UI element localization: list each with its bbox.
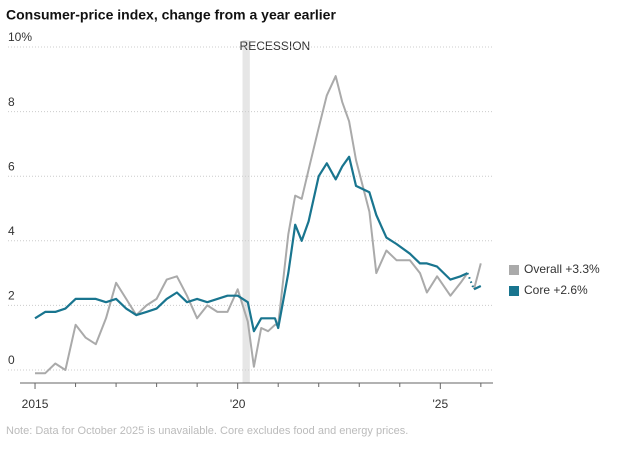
recession-band bbox=[242, 40, 250, 383]
legend-swatch bbox=[509, 265, 519, 275]
x-tick-label: '25 bbox=[432, 397, 448, 411]
series-line bbox=[34, 155, 482, 333]
y-tick-label: 10% bbox=[8, 30, 32, 44]
legend-label: Overall +3.3% bbox=[524, 262, 600, 276]
chart-note: Note: Data for October 2025 is unavailab… bbox=[6, 425, 408, 437]
y-tick-label: 2 bbox=[8, 289, 15, 303]
recession-label: RECESSION bbox=[240, 39, 311, 53]
y-tick-label: 4 bbox=[8, 224, 15, 238]
legend-label: Core +2.6% bbox=[524, 283, 588, 297]
legend-swatch bbox=[509, 286, 519, 296]
y-tick-label: 6 bbox=[8, 159, 15, 173]
chart-title: Consumer-price index, change from a year… bbox=[6, 7, 336, 23]
series-line bbox=[35, 75, 482, 375]
y-tick-label: 0 bbox=[8, 353, 15, 367]
x-tick-label: 2015 bbox=[22, 397, 49, 411]
gap-connector bbox=[466, 272, 475, 290]
y-tick-label: 8 bbox=[8, 95, 15, 109]
x-tick-label: '20 bbox=[230, 397, 246, 411]
